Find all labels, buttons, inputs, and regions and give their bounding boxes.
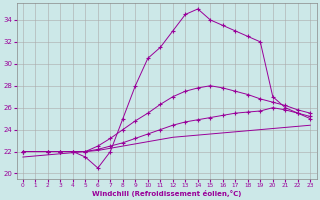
X-axis label: Windchill (Refroidissement éolien,°C): Windchill (Refroidissement éolien,°C) — [92, 190, 241, 197]
